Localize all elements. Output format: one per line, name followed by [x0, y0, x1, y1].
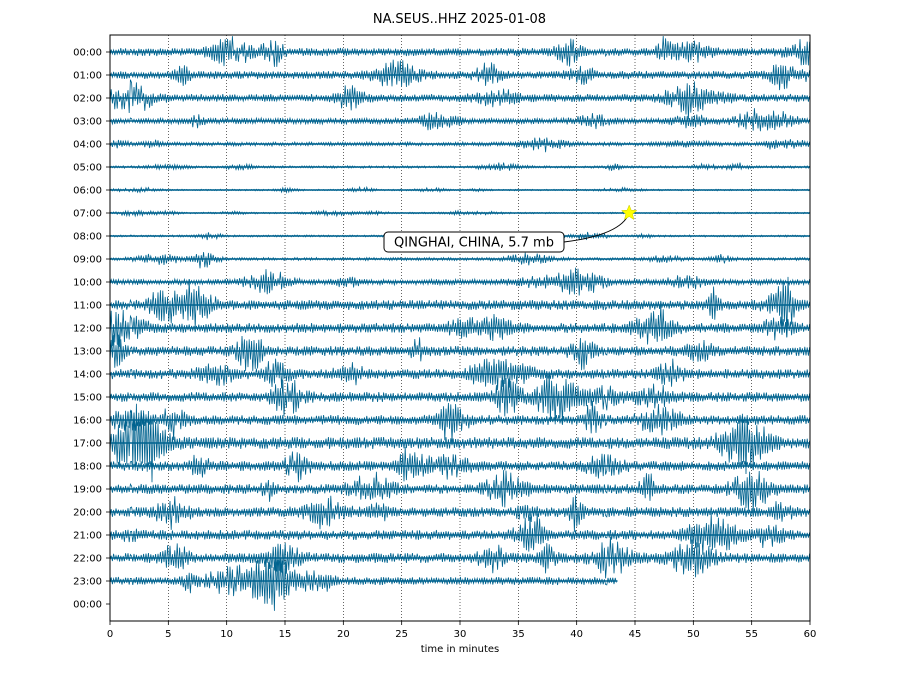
x-tick-label: 0	[107, 629, 113, 640]
trace-1300	[109, 334, 810, 372]
event-label: QINGHAI, CHINA, 5.7 mb	[394, 236, 554, 251]
trace-1200	[109, 304, 810, 347]
trace-1000	[109, 267, 810, 296]
y-tick-label: 22:00	[73, 554, 102, 565]
x-axis-label: time in minutes	[420, 644, 500, 655]
x-tick-label: 55	[745, 629, 758, 640]
trace-0300	[109, 108, 810, 132]
x-tick-label: 40	[570, 629, 583, 640]
y-tick-label: 11:00	[73, 301, 102, 312]
y-tick-label: 23:00	[73, 577, 102, 588]
trace-layer	[109, 35, 810, 611]
y-tick-label: 09:00	[73, 255, 102, 266]
event-connector	[563, 212, 630, 243]
y-tick-label: 01:00	[73, 71, 102, 82]
y-tick-label: 06:00	[73, 186, 102, 197]
trace-2000	[109, 495, 810, 532]
trace-2300	[109, 556, 617, 611]
y-tick-label: 07:00	[73, 209, 102, 220]
y-tick-label: 19:00	[73, 485, 102, 496]
trace-1600	[109, 400, 810, 442]
event-star-marker	[620, 204, 638, 221]
x-tick-label: 60	[804, 629, 817, 640]
x-tick-label: 25	[395, 629, 408, 640]
y-tick-label: 17:00	[73, 439, 102, 450]
x-tick-label: 15	[279, 629, 292, 640]
y-tick-label: 20:00	[73, 508, 102, 519]
y-tick-label: 10:00	[73, 278, 102, 289]
y-tick-label: 14:00	[73, 370, 102, 381]
x-tick-label: 35	[512, 629, 525, 640]
event-annotation: QINGHAI, CHINA, 5.7 mb	[383, 204, 638, 253]
x-tick-label: 30	[454, 629, 467, 640]
trace-2200	[109, 536, 810, 579]
y-tick-label: 00:00	[73, 600, 102, 611]
y-tick-label: 08:00	[73, 232, 102, 243]
chart-title: NA.SEUS..HHZ 2025-01-08	[372, 12, 547, 27]
axes: 00:00 01:00 02:00 03:00 04:00 05:00 06:00 07:00…	[73, 34, 817, 640]
x-tick-label: 20	[337, 629, 350, 640]
y-tick-label: 13:00	[73, 347, 102, 358]
y-tick-label: 18:00	[73, 462, 102, 473]
y-tick-label: 16:00	[73, 416, 102, 427]
y-tick-label: 21:00	[73, 531, 102, 542]
trace-1500	[109, 371, 810, 425]
y-tick-label: 15:00	[73, 393, 102, 404]
y-tick-label: 04:00	[73, 140, 102, 151]
y-tick-label: 12:00	[73, 324, 102, 335]
y-tick-label: 03:00	[73, 117, 102, 128]
trace-1700	[109, 403, 810, 483]
x-tick-label: 45	[629, 629, 642, 640]
x-tick-label: 50	[687, 629, 700, 640]
x-tick-label: 5	[165, 629, 171, 640]
y-tick-label: 02:00	[73, 94, 102, 105]
y-tick-label: 00:00	[73, 48, 102, 59]
y-tick-label: 05:00	[73, 163, 102, 174]
x-tick-label: 10	[220, 629, 233, 640]
event-label-box	[383, 231, 565, 253]
